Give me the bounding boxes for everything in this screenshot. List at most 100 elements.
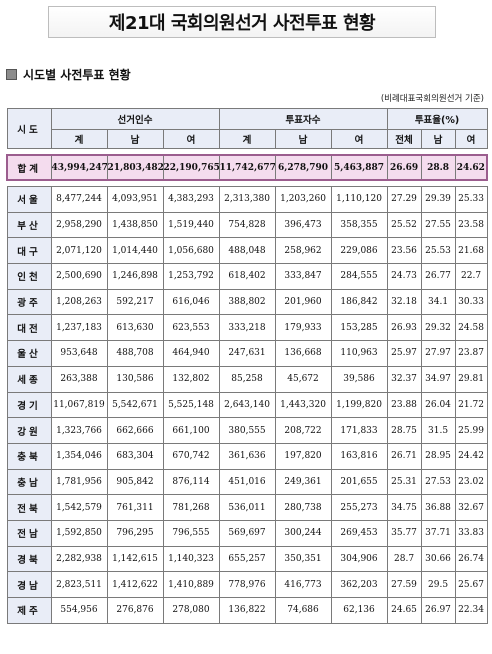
electors-cell: 1,354,046: [50, 442, 108, 470]
total-rate: 26.69: [386, 154, 422, 181]
voters-male-cell: 333,847: [274, 263, 332, 290]
electors-male-cell: 4,093,951: [106, 186, 164, 213]
voters-cell: 488,048: [218, 237, 276, 265]
electors-female-cell: 623,553: [162, 314, 220, 342]
region-name: 부산: [6, 211, 52, 239]
total-electors-male: 21,803,482: [106, 154, 164, 181]
electors-female-cell: 1,253,792: [162, 263, 220, 290]
rate-cell: 34.75: [386, 494, 422, 521]
table-row: 충남 1,781,956 905,842 876,114 451,016 249,361 2…: [6, 468, 488, 496]
rate-male-cell: 26.77: [420, 263, 456, 290]
voters-cell: 778,976: [218, 571, 276, 598]
electors-female-cell: 1,056,680: [162, 237, 220, 265]
rate-female-cell: 24.58: [454, 314, 488, 342]
electors-cell: 1,542,579: [50, 494, 108, 521]
electors-male-cell: 130,586: [106, 365, 164, 393]
rate-cell: 26.93: [386, 314, 422, 342]
electors-female-cell: 796,555: [162, 519, 220, 547]
voters-cell: 333,218: [218, 314, 276, 342]
header-voters-female: 여: [330, 129, 388, 149]
electors-cell: 1,323,766: [50, 417, 108, 444]
voters-female-cell: 1,199,820: [330, 391, 388, 419]
electors-male-cell: 662,666: [106, 417, 164, 444]
total-voters: 11,742,677: [218, 154, 276, 181]
header-rate-all: 전체: [386, 129, 422, 149]
voters-cell: 388,802: [218, 288, 276, 316]
rate-female-cell: 24.42: [454, 442, 488, 470]
header-voters: 투표자수: [218, 108, 388, 130]
electors-cell: 2,823,511: [50, 571, 108, 598]
region-name: 제주: [6, 597, 52, 624]
bullet-square-icon: [6, 69, 17, 80]
rate-female-cell: 25.33: [454, 186, 488, 213]
table-row: 울산 953,648 488,708 464,940 247,631 136,668 110…: [6, 340, 488, 367]
region-name: 충북: [6, 442, 52, 470]
rate-female-cell: 22.34: [454, 597, 488, 624]
rate-male-cell: 29.39: [420, 186, 456, 213]
table-row: 광주 1,208,263 592,217 616,046 388,802 201,960 1…: [6, 288, 488, 316]
rate-male-cell: 26.04: [420, 391, 456, 419]
voters-male-cell: 280,738: [274, 494, 332, 521]
rate-male-cell: 34.97: [420, 365, 456, 393]
header-row-1: 시도 선거인수 투표자수 투표율(%): [6, 108, 488, 149]
voters-female-cell: 229,086: [330, 237, 388, 265]
rate-cell: 25.97: [386, 340, 422, 367]
rate-cell: 28.7: [386, 545, 422, 573]
voters-cell: 754,828: [218, 211, 276, 239]
voters-cell: 247,631: [218, 340, 276, 367]
rate-male-cell: 29.5: [420, 571, 456, 598]
rate-male-cell: 27.97: [420, 340, 456, 367]
voters-female-cell: 153,285: [330, 314, 388, 342]
electors-cell: 1,592,850: [50, 519, 108, 547]
voters-male-cell: 1,443,320: [274, 391, 332, 419]
electors-female-cell: 661,100: [162, 417, 220, 444]
table-row: 제주 554,956 276,876 278,080 136,822 74,686 62,1…: [6, 597, 488, 624]
electors-male-cell: 5,542,671: [106, 391, 164, 419]
voters-female-cell: 304,906: [330, 545, 388, 573]
electors-cell: 11,067,819: [50, 391, 108, 419]
title-box: 제21대 국회의원선거 사전투표 현황: [48, 6, 436, 38]
header-electors-female: 여: [162, 129, 220, 149]
rate-cell: 25.31: [386, 468, 422, 496]
rate-male-cell: 34.1: [420, 288, 456, 316]
header-electors: 선거인수: [50, 108, 220, 130]
table-row: 강원 1,323,766 662,666 661,100 380,555 208,722 1…: [6, 417, 488, 444]
rate-female-cell: 25.67: [454, 571, 488, 598]
electors-cell: 953,648: [50, 340, 108, 367]
voters-male-cell: 201,960: [274, 288, 332, 316]
rate-male-cell: 36.88: [420, 494, 456, 521]
voters-cell: 380,555: [218, 417, 276, 444]
basis-note: (비례대표국회의원선거 기준): [380, 94, 484, 104]
rate-male-cell: 26.97: [420, 597, 456, 624]
rate-male-cell: 27.55: [420, 211, 456, 239]
electors-cell: 2,282,938: [50, 545, 108, 573]
table-row: 대전 1,237,183 613,630 623,553 333,218 179,933 1…: [6, 314, 488, 342]
electors-female-cell: 4,383,293: [162, 186, 220, 213]
total-electors: 43,994,247: [50, 154, 108, 181]
total-electors-female: 22,190,765: [162, 154, 220, 181]
voters-cell: 2,313,380: [218, 186, 276, 213]
voters-male-cell: 249,361: [274, 468, 332, 496]
header-rate-female: 여: [454, 129, 488, 149]
rate-cell: 23.88: [386, 391, 422, 419]
electors-male-cell: 613,630: [106, 314, 164, 342]
rate-female-cell: 22.7: [454, 263, 488, 290]
section-title: 시도별 사전투표 현황: [23, 68, 131, 82]
voters-cell: 85,258: [218, 365, 276, 393]
rate-cell: 32.37: [386, 365, 422, 393]
header-row-2: 계 남 여 계 남 여 전체 남 여: [7, 129, 488, 149]
electors-cell: 1,781,956: [50, 468, 108, 496]
rate-cell: 25.52: [386, 211, 422, 239]
voters-male-cell: 258,962: [274, 237, 332, 265]
region-name: 경남: [6, 571, 52, 598]
rate-cell: 24.65: [386, 597, 422, 624]
region-name: 서울: [6, 186, 52, 213]
electors-female-cell: 1,140,323: [162, 545, 220, 573]
electors-cell: 263,388: [50, 365, 108, 393]
region-name: 경북: [6, 545, 52, 573]
region-name: 울산: [6, 340, 52, 367]
rate-cell: 32.18: [386, 288, 422, 316]
electors-male-cell: 488,708: [106, 340, 164, 367]
voters-cell: 536,011: [218, 494, 276, 521]
electors-cell: 2,958,290: [50, 211, 108, 239]
